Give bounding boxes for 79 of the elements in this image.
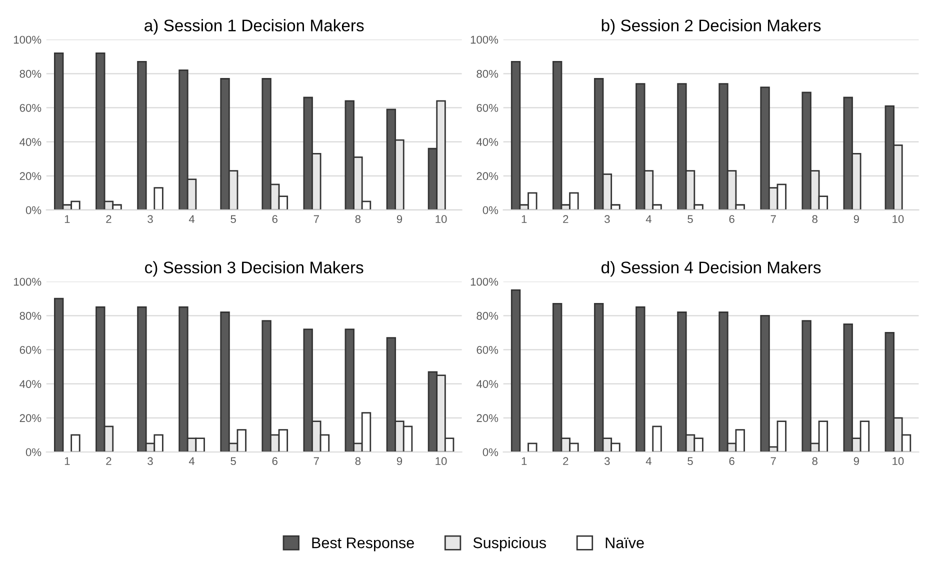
x-tick-label: 7: [314, 457, 319, 465]
x-tick-label: 8: [355, 457, 361, 466]
legend-label: Suspicious: [473, 537, 546, 552]
x-tick-label: 9: [854, 215, 859, 224]
chart-title: c) Session 3 Decision Makers: [145, 261, 364, 277]
y-tick-label: 80%: [476, 312, 498, 320]
x-tick-label: 4: [188, 215, 195, 223]
y-tick-label: 100%: [14, 278, 42, 286]
x-tick-label: 5: [230, 215, 236, 224]
x-tick-label: 2: [106, 457, 112, 465]
y-tick-label: 0%: [482, 206, 498, 214]
x-tick-label: 10: [436, 215, 447, 224]
y-tick-label: 60%: [20, 104, 42, 112]
x-tick-label: 9: [854, 457, 859, 466]
bar: [137, 61, 147, 210]
x-tick-label: 3: [148, 457, 153, 466]
y-tick-label: 100%: [14, 36, 42, 44]
y-tick-label: 80%: [476, 70, 498, 78]
x-tick-label: 9: [396, 215, 402, 224]
x-tick-label: 1: [64, 215, 70, 223]
x-tick-label: 4: [646, 215, 652, 223]
bar: [154, 187, 164, 210]
x-tick-label: 3: [148, 215, 153, 224]
x-tick-label: 6: [729, 457, 734, 466]
legend-label: Naïve: [606, 538, 644, 548]
x-tick-label: 8: [812, 457, 818, 466]
x-tick-label: 10: [892, 457, 904, 466]
x-tick-label: 9: [396, 457, 402, 466]
y-tick-label: 40%: [20, 380, 42, 388]
x-tick-label: 6: [272, 457, 278, 466]
y-tick-label: 0%: [26, 448, 42, 456]
x-tick-label: 1: [64, 457, 70, 465]
x-tick-label: 10: [892, 215, 904, 224]
y-tick-label: 100%: [470, 278, 498, 286]
x-tick-label: 8: [355, 215, 361, 224]
x-tick-label: 3: [604, 215, 610, 224]
x-tick-label: 1: [522, 457, 527, 465]
bar: [70, 434, 80, 452]
chart-title: a) Session 1 Decision Makers: [144, 19, 364, 35]
x-tick-label: 10: [436, 457, 447, 466]
legend-label: Best Response: [312, 538, 414, 552]
y-tick-label: 20%: [20, 172, 42, 180]
x-tick-label: 8: [812, 215, 818, 224]
x-tick-label: 6: [272, 215, 278, 224]
y-tick-label: 20%: [20, 414, 42, 422]
bar: [652, 426, 662, 452]
chart-title: d) Session 4 Decision Makers: [602, 261, 821, 277]
y-tick-label: 80%: [20, 70, 42, 78]
x-tick-label: 3: [604, 457, 610, 466]
x-tick-label: 5: [230, 457, 236, 466]
x-tick-label: 7: [770, 215, 776, 223]
y-tick-label: 0%: [482, 448, 498, 456]
y-tick-label: 20%: [476, 172, 498, 180]
x-tick-label: 2: [106, 215, 112, 223]
y-tick-label: 60%: [476, 346, 498, 354]
x-tick-label: 5: [688, 457, 693, 466]
y-tick-label: 80%: [20, 312, 42, 320]
y-tick-label: 40%: [20, 138, 42, 146]
y-tick-label: 100%: [470, 36, 498, 44]
chart-title: b) Session 2 Decision Makers: [602, 19, 821, 35]
x-tick-label: 7: [314, 215, 319, 223]
bar: [528, 442, 538, 452]
x-tick-label: 2: [563, 457, 568, 465]
bar: [636, 306, 646, 452]
y-tick-label: 60%: [476, 104, 498, 112]
y-tick-label: 40%: [476, 138, 498, 146]
y-tick-label: 20%: [476, 414, 498, 422]
x-tick-label: 6: [729, 215, 734, 224]
x-tick-label: 1: [522, 215, 527, 223]
bar: [510, 289, 521, 452]
x-tick-label: 4: [646, 457, 652, 465]
bar: [54, 298, 64, 452]
y-tick-label: 60%: [20, 346, 42, 354]
y-tick-label: 40%: [476, 380, 498, 388]
x-tick-label: 7: [770, 457, 776, 465]
y-tick-label: 0%: [26, 206, 42, 214]
x-tick-label: 2: [563, 215, 568, 223]
x-tick-label: 5: [688, 215, 693, 224]
x-tick-label: 4: [188, 457, 195, 465]
